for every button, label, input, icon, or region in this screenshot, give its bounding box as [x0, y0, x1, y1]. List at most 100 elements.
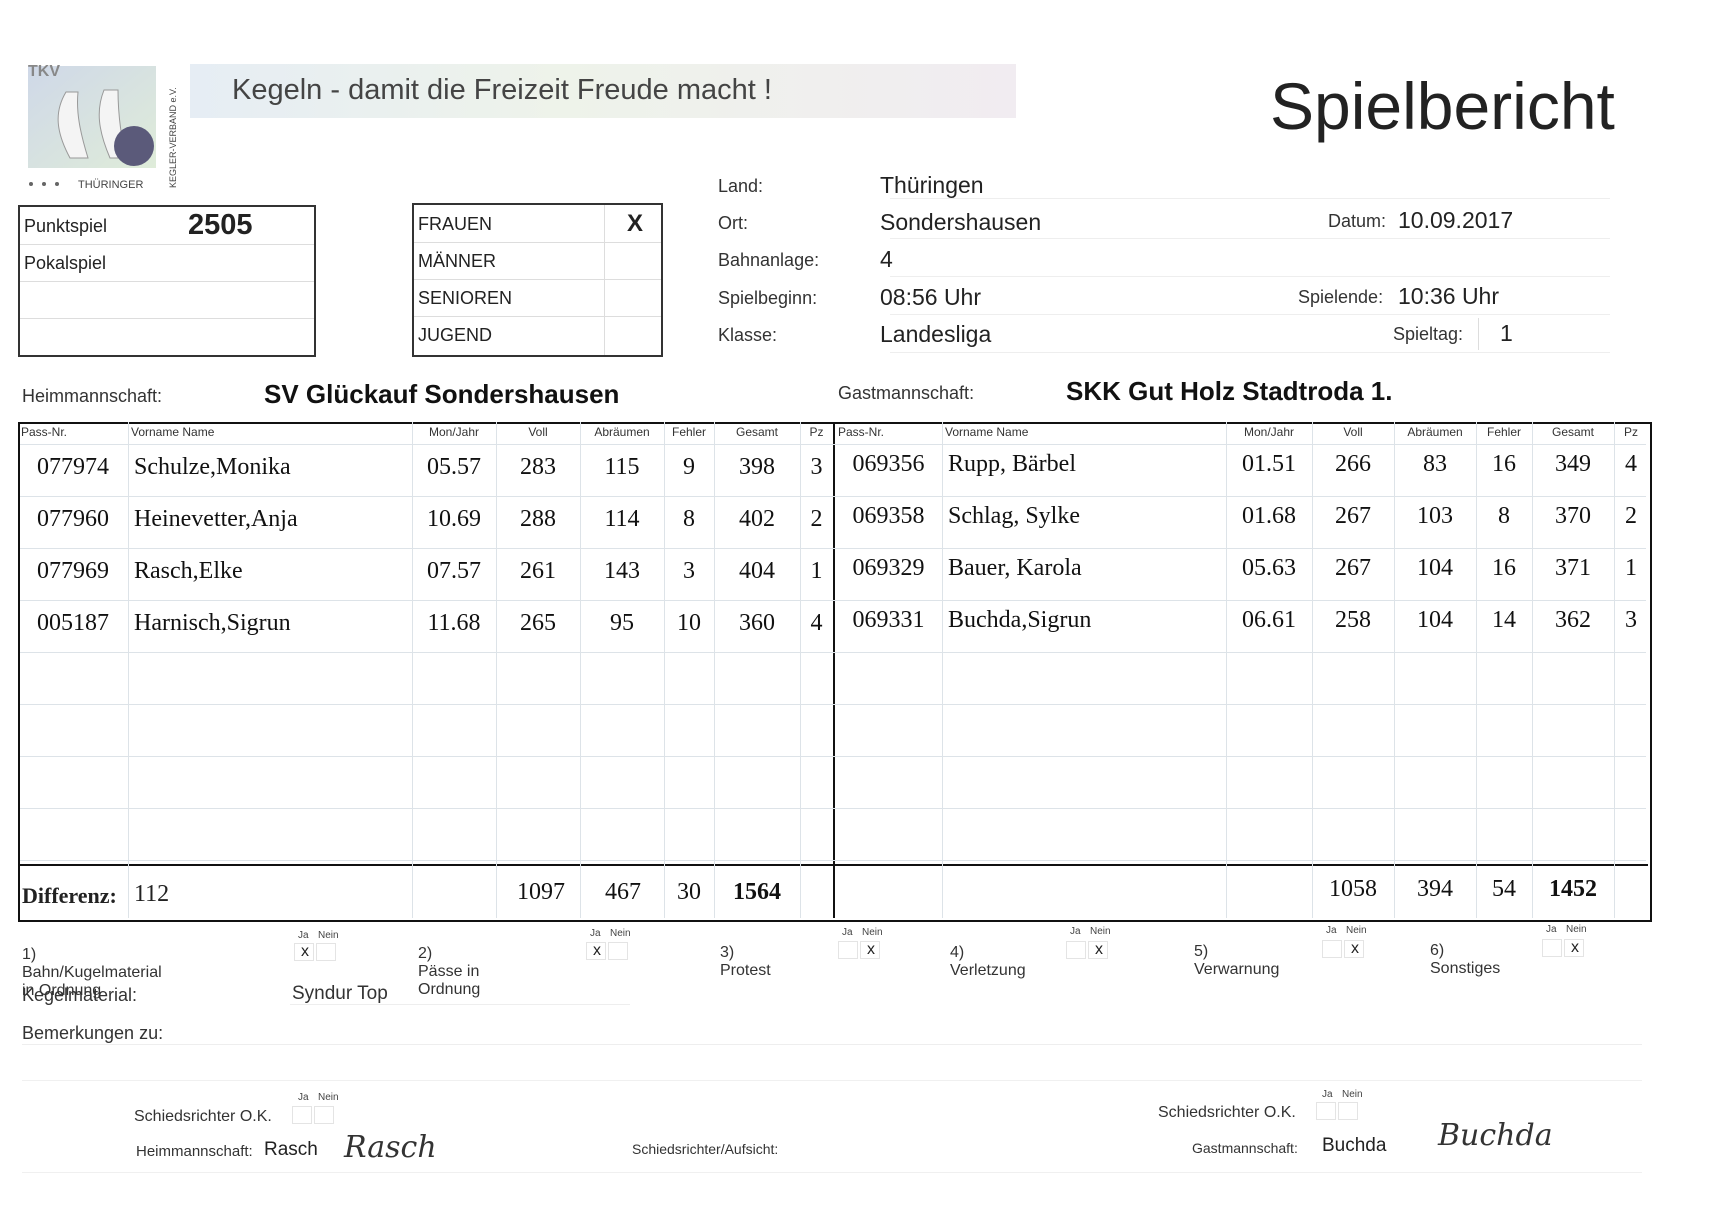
ort-label: Ort: [718, 213, 748, 233]
guest-column-header: Fehler [1486, 425, 1521, 439]
nein-label: Nein [1090, 926, 1111, 937]
guest-player-mon: 01.51 [1242, 451, 1296, 477]
guest-signature-label: Gastmannschaft: [1192, 1140, 1298, 1156]
guest-player-gesamt: 371 [1555, 555, 1591, 581]
nein-label: Nein [318, 930, 339, 941]
nein-checkbox[interactable]: x [867, 941, 875, 958]
home-column-header: Mon/Jahr [428, 425, 480, 439]
home-player-abr: 115 [604, 454, 640, 480]
guest-column-header: Abräumen [1407, 425, 1463, 439]
slogan-banner: Kegeln - damit die Freizeit Freude macht… [190, 64, 1016, 118]
home-total-gesamt: 1564 [733, 879, 781, 905]
guest-player-fehler: 14 [1492, 607, 1516, 633]
nein-label: Nein [610, 928, 631, 939]
land-value: Thüringen [880, 172, 984, 198]
guest-player-abr: 104 [1417, 555, 1453, 581]
spielende-label: Spielende: [1298, 287, 1384, 307]
match-type-box: Punktspiel 2505 Pokalspiel [18, 205, 316, 357]
klasse-label: Klasse: [718, 325, 778, 345]
nein-checkbox[interactable]: x [1351, 940, 1359, 957]
datum-label: Datum: [1328, 211, 1387, 231]
category-label: MÄNNER [418, 251, 497, 271]
team-divider [833, 422, 835, 918]
category-label: JUGEND [418, 325, 493, 345]
nein-label: Nein [1342, 1089, 1363, 1100]
guest-player-abr: 104 [1417, 607, 1453, 633]
guest-player-abr: 103 [1417, 503, 1453, 529]
guest-player-name: Buchda,Sigrun [948, 607, 1092, 633]
nein-checkbox[interactable]: x [1095, 941, 1103, 958]
slogan-text: Kegeln - damit die Freizeit Freude macht… [232, 74, 772, 106]
home-player-voll: 265 [520, 610, 556, 636]
home-player-abr: 114 [604, 506, 640, 532]
home-column-header: Vorname Name [131, 425, 215, 439]
checklist-question: 1) Bahn/Kugelmaterial in Ordnung [22, 946, 162, 999]
category-label: SENIOREN [418, 288, 513, 308]
home-player-pass: 005187 [37, 610, 109, 636]
guest-player-pass: 069356 [852, 451, 925, 477]
home-column-header: Voll [528, 425, 548, 439]
home-column-header: Fehler [671, 425, 706, 439]
category-mark: X [626, 210, 643, 237]
empty-row [20, 281, 314, 319]
checklist-question: 5) Verwarnung [1194, 943, 1280, 978]
guest-referee-ok-label: Schiedsrichter O.K. [1158, 1104, 1296, 1121]
ja-label: Ja [590, 928, 601, 939]
ja-label: Ja [298, 930, 309, 941]
category-row-jugend: JUGEND [414, 316, 661, 353]
home-player-gesamt: 402 [739, 506, 775, 532]
punktspiel-number: 2505 [188, 209, 253, 241]
totals-line [18, 864, 1648, 866]
spieltag-label: Spieltag: [1393, 324, 1464, 344]
ja-checkbox[interactable]: x [593, 942, 601, 959]
guest-player-pass: 069331 [852, 607, 925, 633]
ja-label: Ja [1326, 925, 1337, 936]
guest-column-header: Mon/Jahr [1243, 425, 1295, 439]
guest-column-header: Vorname Name [945, 425, 1029, 439]
ja-checkbox[interactable]: x [301, 943, 309, 960]
home-player-mon: 05.57 [427, 454, 481, 480]
guest-player-gesamt: 362 [1555, 607, 1591, 633]
referee-signature-label: Schiedsrichter/Aufsicht: [632, 1141, 779, 1157]
home-player-name: Harnisch,Sigrun [134, 610, 291, 636]
guest-player-fehler: 16 [1492, 555, 1516, 581]
home-player-pass: 077969 [37, 558, 109, 584]
category-box: FRAUEN X MÄNNER SENIOREN JUGEND [412, 203, 663, 357]
guest-player-fehler: 16 [1492, 451, 1516, 477]
land-label: Land: [718, 176, 764, 196]
home-column-header: Pz [809, 425, 824, 439]
guest-player-pz: 2 [1625, 503, 1637, 529]
category-row-frauen: FRAUEN X [414, 205, 661, 243]
pokalspiel-label: Pokalspiel [24, 253, 107, 273]
home-signature-label: Heimmannschaft: [136, 1143, 253, 1160]
guest-player-voll: 267 [1335, 503, 1371, 529]
checklist-question: 3) Protest [720, 944, 771, 979]
tkv-logo: TKV THÜRINGER KEGLER-VERBAND e.V. [26, 62, 186, 192]
category-row-senioren: SENIOREN [414, 279, 661, 317]
home-player-pz: 3 [810, 454, 823, 480]
home-player-name: Rasch,Elke [134, 558, 243, 584]
guest-player-mon: 06.61 [1242, 607, 1296, 633]
ja-label: Ja [1070, 926, 1081, 937]
nein-checkbox[interactable]: x [1571, 939, 1579, 956]
home-player-fehler: 3 [683, 558, 695, 584]
home-player-pz: 4 [810, 610, 823, 636]
home-referee-ok-label: Schiedsrichter O.K. [134, 1108, 272, 1125]
guest-signatory-name: Buchda [1322, 1135, 1387, 1156]
guest-player-mon: 05.63 [1242, 555, 1296, 581]
home-player-gesamt: 398 [739, 454, 775, 480]
nein-label: Nein [1566, 924, 1587, 935]
home-column-header: Abräumen [594, 425, 650, 439]
bahnanlage-value: 4 [880, 246, 893, 272]
home-player-pass: 077960 [37, 506, 109, 532]
guest-player-voll: 258 [1335, 607, 1371, 633]
punktspiel-label: Punktspiel [24, 216, 108, 236]
spieltag-value: 1 [1500, 320, 1513, 346]
score-table [18, 422, 1652, 922]
empty-row [20, 318, 314, 355]
bahnanlage-label: Bahnanlage: [718, 250, 820, 270]
guest-player-pass: 069358 [852, 503, 925, 529]
nein-label: Nein [862, 927, 883, 938]
home-player-gesamt: 404 [739, 558, 775, 584]
guest-player-abr: 83 [1423, 451, 1447, 477]
